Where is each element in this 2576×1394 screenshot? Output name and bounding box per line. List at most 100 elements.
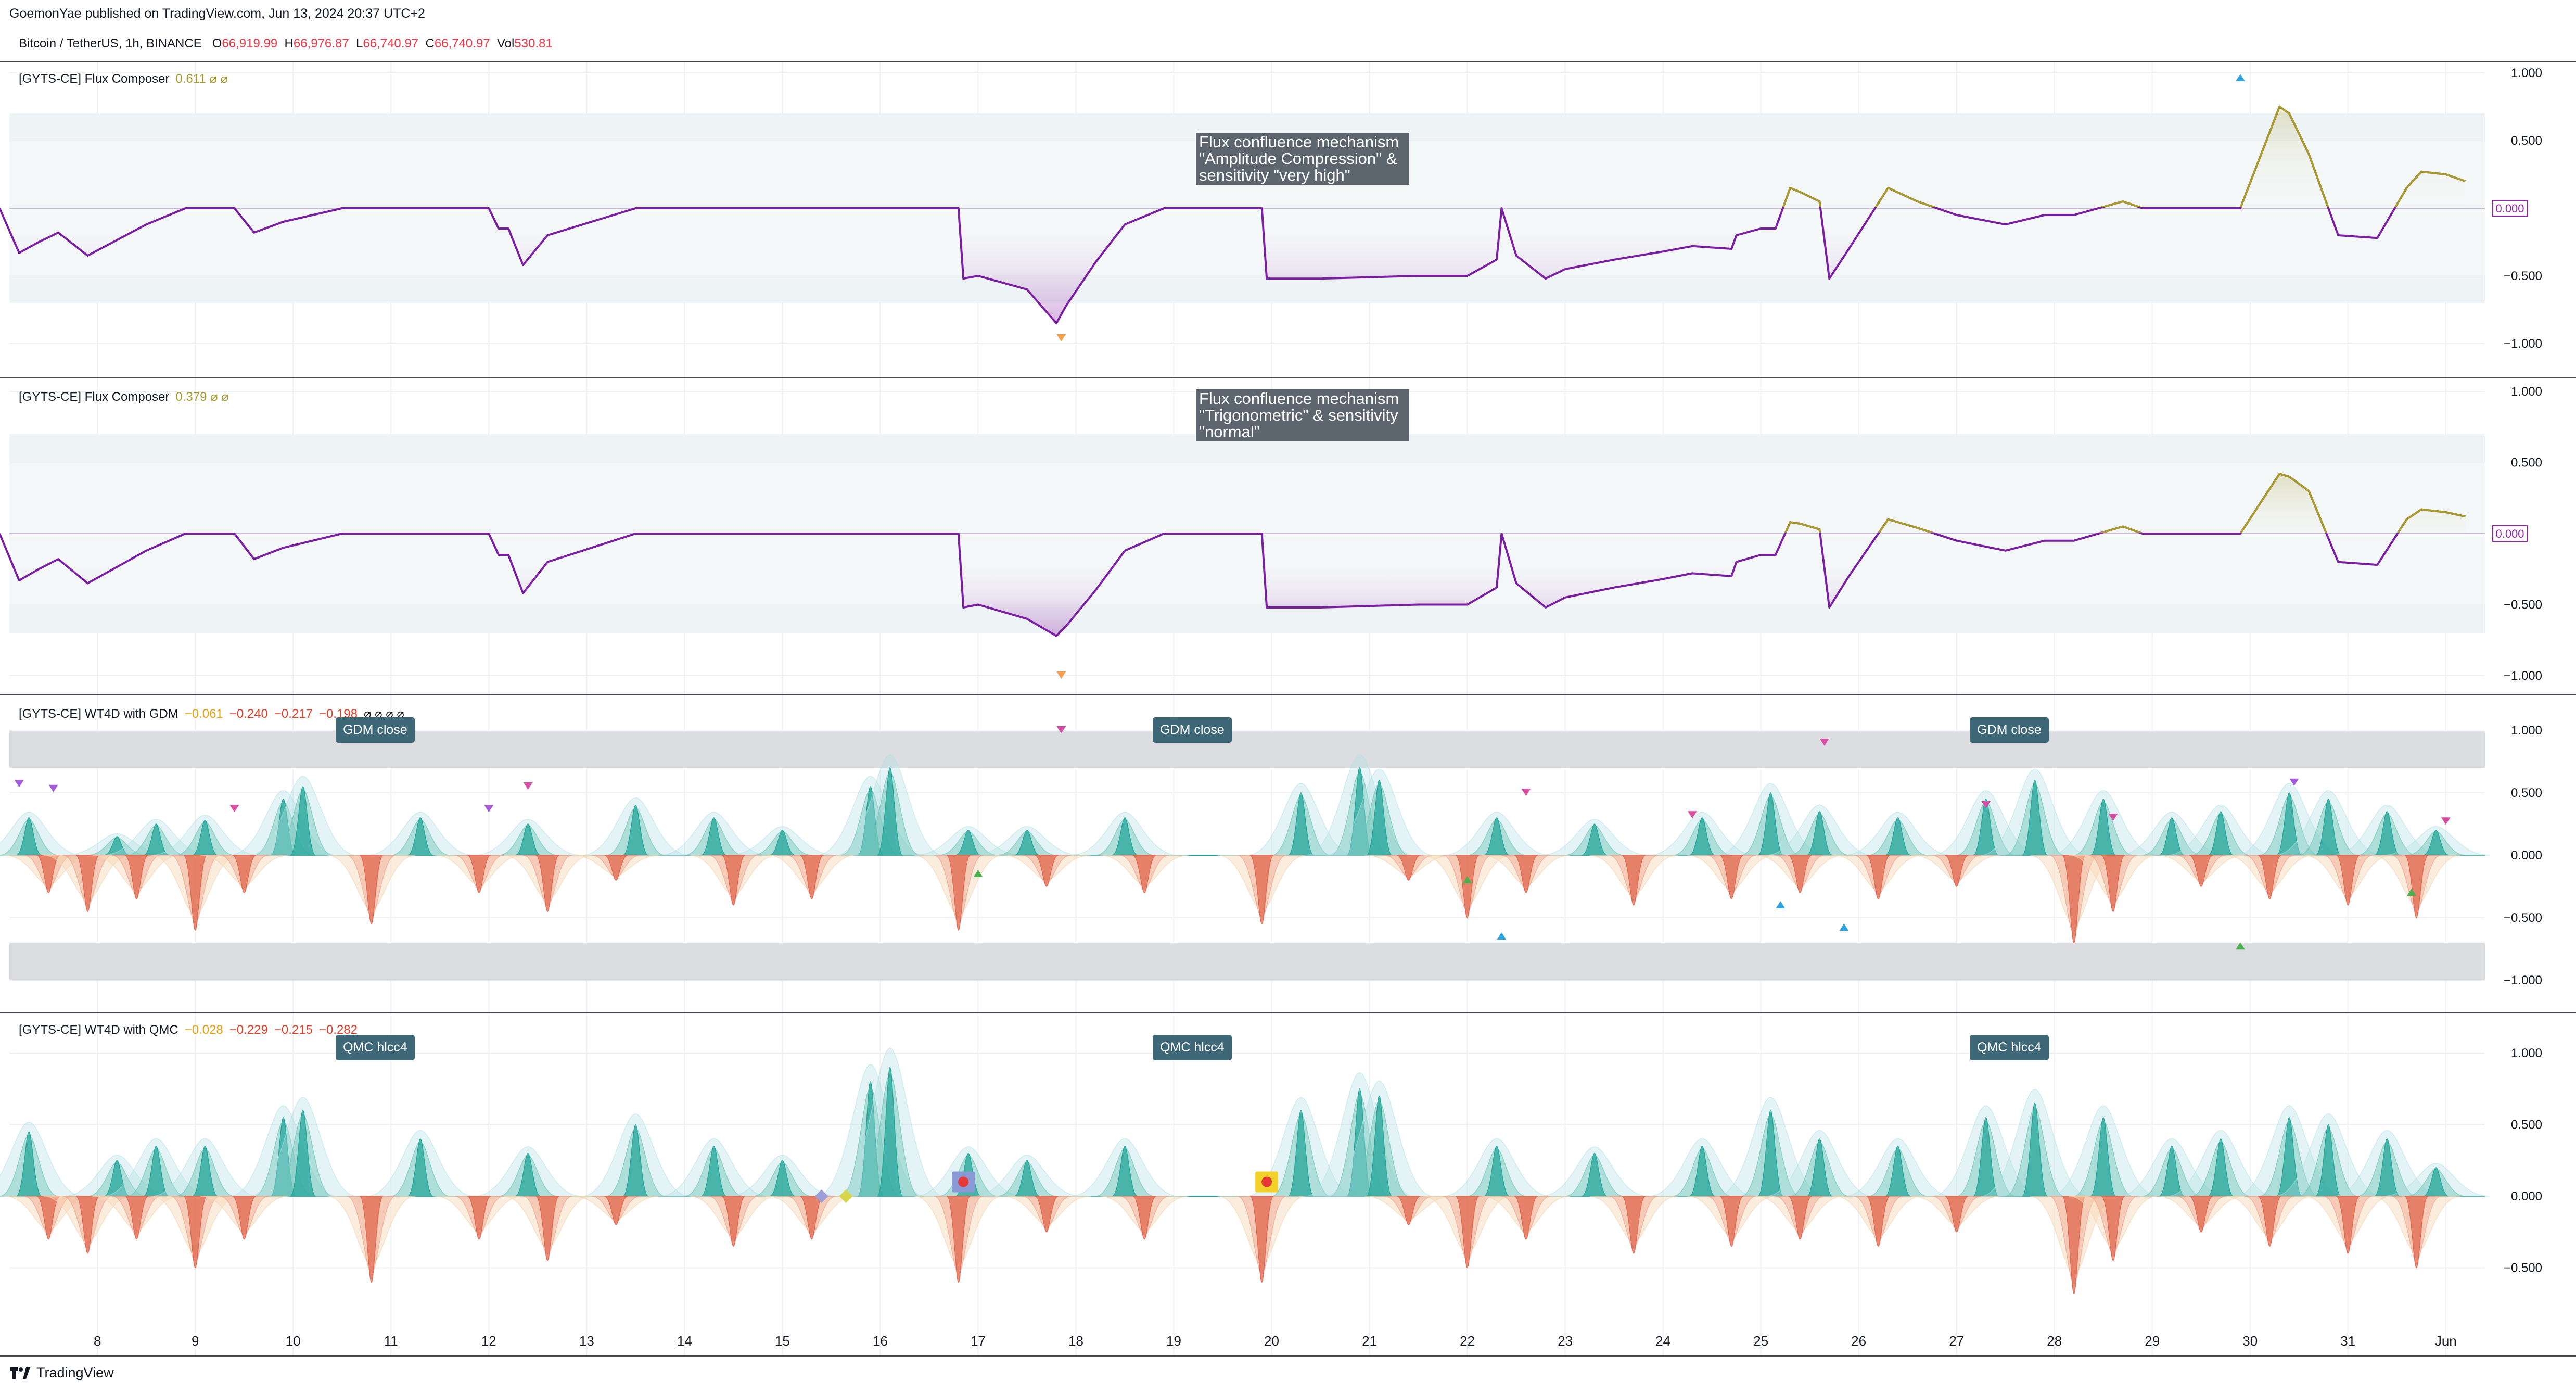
wave-neg-core [1866,855,1891,899]
x-tick-label: 13 [579,1333,594,1349]
x-tick-label: 9 [192,1333,199,1349]
x-tick-label: 15 [775,1333,790,1349]
wave-pos-core [2423,1167,2449,1197]
y-tick-label: −1.000 [2504,973,2542,987]
signal-marker-down [484,805,494,813]
y-tick-label: 0.500 [2511,786,2542,800]
wave-pos-core [2090,799,2116,856]
wave-pos-core [2276,792,2302,856]
wave-neg-core [2189,855,2213,887]
wave-pos-core [270,799,297,856]
signal-marker-down [1056,726,1066,733]
wave-neg-core [1944,855,1969,887]
wave-pos-core [1112,1145,1138,1197]
wave-pos-core [1484,1145,1510,1197]
pane-value-3: −0.282 [318,1023,358,1037]
wave-pos-core [2208,1138,2234,1197]
wave-neg-core [183,855,208,931]
y-tick-label: 0.000 [2511,848,2542,863]
ohlc-high: 66,976.87 [293,36,349,50]
gdm-close-badge: GDM close [1970,717,2049,743]
qmc-hlcc4-badge: QMC hlcc4 [336,1035,415,1060]
signal-box-dot [1261,1176,1272,1187]
wave-neg-core [1035,1196,1059,1233]
wave-neg-core [1788,855,1812,893]
signal-marker-up [2235,942,2245,950]
y-tick-label: −0.500 [2504,911,2542,925]
wave-neg-core [1455,1196,1480,1269]
ohlc-close-label: C [425,36,435,50]
signal-diamond [839,1189,853,1203]
last-value-label: 0.000 [2495,202,2524,215]
wave-pos-core [1973,799,1999,856]
wave-neg-core [1249,1196,1274,1283]
signal-marker-down [2441,817,2451,825]
x-tick-label: 24 [1655,1333,1670,1349]
qmc-hlcc4-badge: QMC hlcc4 [1153,1035,1232,1060]
wave-pos-core [2374,1138,2400,1197]
x-tick-label: 14 [677,1333,692,1349]
wave-pos-core [1014,1160,1040,1197]
symbol-name: Bitcoin / TetherUS, 1h, BINANCE [19,36,202,50]
ohlc-low: 66,740.97 [363,36,419,50]
pane4-title: [GYTS-CE] WT4D with QMC −0.028 −0.229 −0.21… [19,1023,358,1037]
annotation-trigonometric: Flux confluence mechanism "Trigonometric… [1196,389,1409,441]
wave-pos-core [1806,1138,1833,1197]
wave-neg-core [721,1196,746,1247]
last-value-label: 0.000 [2495,527,2524,540]
pane2-values: 0.379 ⌀ ⌀ [175,390,229,404]
wave-neg-core [1132,855,1156,893]
last-value-box [2492,525,2528,542]
gdm-close-badge: GDM close [336,717,415,743]
extreme-band-top [9,730,2485,768]
y-tick-label: 0.500 [2511,1118,2542,1132]
wave-pos-wide [0,812,83,856]
wave-neg-core [2258,1196,2282,1247]
signal-marker-up [1839,923,1849,931]
wave-neg-core [359,855,384,924]
x-tick-label: 10 [286,1333,301,1349]
x-tick-label: 23 [1558,1333,1573,1349]
wave-pos-core [1582,1152,1608,1197]
wave-neg-core [2404,1196,2429,1269]
wave-pos-core [877,767,903,856]
y-tick-label: 1.000 [2511,1046,2542,1060]
wave-pos-core [1885,817,1911,856]
x-tick-label: 30 [2242,1333,2258,1349]
x-tick-label: 27 [1949,1333,1964,1349]
wave-pos-core [2159,1145,2185,1197]
wave-neg-core [2336,855,2360,906]
pane-value-2: −0.217 [274,707,313,721]
x-tick-label: 11 [384,1333,398,1349]
wave-pos-core [1806,811,1833,856]
wave-pos-core [857,786,884,856]
x-tick-label: 26 [1851,1333,1866,1349]
symbol-info: Bitcoin / TetherUS, 1h, BINANCE O66,919.… [19,36,553,51]
wave-pos-core [192,820,218,856]
signal-marker-down [1056,334,1066,341]
x-tick-label: 20 [1264,1333,1279,1349]
wave-pos-core [1366,1095,1393,1197]
pane-value-2: −0.215 [274,1023,313,1037]
wave-neg-core [1514,1196,1538,1240]
wave-neg-core [232,1196,257,1240]
wave-pos-core [407,1138,433,1197]
pane-2: 1.000 0.500 −0.500 −1.000 0.000 [0,385,2576,695]
y-tick-label: −0.500 [2504,269,2542,283]
wave-neg-core [721,855,746,906]
ohlc-high-label: H [284,36,294,50]
wave-neg-core [946,1196,971,1283]
wave-pos-core [104,836,130,856]
pane2-title: [GYTS-CE] Flux Composer 0.379 ⌀ ⌀ [19,389,229,404]
wave-pos-core [877,1067,903,1197]
last-value-box [2492,200,2528,217]
signal-box-dot [958,1176,969,1187]
wave-pos-core [2276,1117,2303,1197]
y-tick-label: 0.500 [2511,134,2542,148]
ohlc-low-label: L [355,36,363,50]
x-tick-label: 12 [481,1333,496,1349]
wave-pos-core [407,817,433,856]
wave-neg-core [1396,1196,1421,1225]
wave-neg-core [2336,1196,2360,1254]
